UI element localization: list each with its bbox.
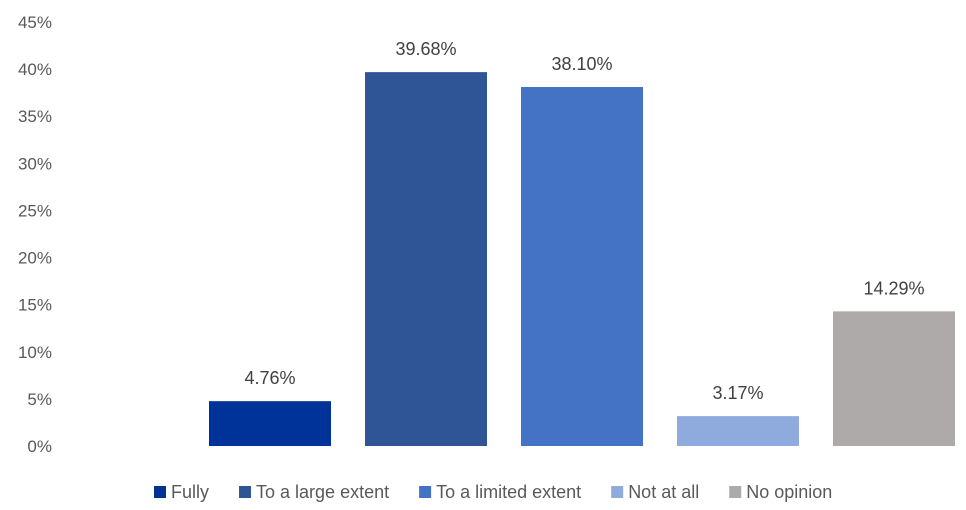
data-label: 39.68% (395, 39, 456, 59)
y-tick-label: 15% (18, 296, 52, 315)
legend-item: To a large extent (239, 482, 389, 502)
bar (365, 72, 487, 446)
y-tick-label: 30% (18, 154, 52, 173)
legend-label: No opinion (746, 482, 832, 502)
y-tick-label: 5% (27, 390, 52, 409)
y-tick-label: 10% (18, 343, 52, 362)
y-tick-label: 20% (18, 249, 52, 268)
legend-label: Not at all (628, 482, 699, 502)
y-tick-label: 45% (18, 13, 52, 32)
y-axis: 0% 5% 10% 15% 20% 25% 30% 35% 40% 45% (18, 13, 52, 456)
legend-item: No opinion (729, 482, 832, 502)
data-label: 4.76% (244, 368, 295, 388)
legend-item: Fully (154, 482, 209, 502)
legend-swatch (239, 486, 252, 498)
data-label: 3.17% (712, 383, 763, 403)
legend-swatch (611, 486, 624, 498)
data-label: 38.10% (551, 54, 612, 74)
legend: Fully To a large extent To a limited exten… (154, 482, 832, 502)
legend-item: Not at all (611, 482, 699, 502)
bar (833, 311, 955, 446)
bar (521, 87, 643, 446)
y-tick-label: 0% (27, 437, 52, 456)
legend-swatch (154, 486, 166, 498)
y-tick-label: 25% (18, 201, 52, 220)
bar (677, 416, 799, 446)
data-labels: 4.76% 39.68% 38.10% 3.17% 14.29% (244, 39, 924, 403)
y-tick-label: 35% (18, 107, 52, 126)
legend-label: Fully (171, 482, 209, 502)
legend-item: To a limited extent (419, 482, 581, 502)
legend-label: To a limited extent (436, 482, 581, 502)
y-tick-label: 40% (18, 60, 52, 79)
bar (209, 401, 331, 446)
legend-swatch (419, 486, 432, 498)
bars (209, 72, 955, 446)
legend-label: To a large extent (256, 482, 389, 502)
legend-swatch (729, 486, 742, 498)
data-label: 14.29% (863, 278, 924, 298)
